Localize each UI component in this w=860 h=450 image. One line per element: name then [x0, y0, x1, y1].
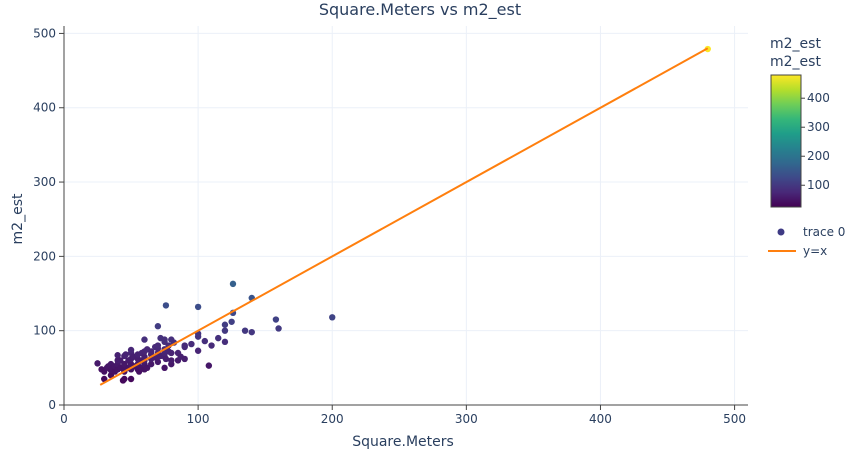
scatter-point[interactable] — [168, 357, 175, 364]
scatter-point[interactable] — [221, 321, 229, 328]
scatter-point[interactable] — [215, 334, 222, 342]
y-tick-label: 0 — [48, 398, 56, 412]
legend-marker-trace-0[interactable] — [777, 228, 785, 236]
scatter-point[interactable] — [228, 318, 235, 325]
plot-area: 0 100 200 300 400 500 0 100 200 300 400 500 — [33, 26, 748, 426]
scatter-point[interactable] — [127, 346, 135, 354]
y-axis-label: m2_est — [10, 193, 26, 244]
y-tick-label: 200 — [33, 249, 56, 263]
scatter-point[interactable] — [329, 314, 336, 321]
scatter-point[interactable] — [168, 349, 175, 357]
scatter-point[interactable] — [194, 347, 202, 354]
scatter-point[interactable] — [241, 327, 249, 334]
x-axis-label: Square.Meters — [352, 434, 454, 450]
legend-label-trace-0[interactable]: trace 0 — [803, 225, 845, 239]
x-tick-label: 500 — [723, 412, 746, 426]
scatter-point[interactable] — [127, 375, 135, 383]
scatter-point[interactable] — [188, 340, 195, 348]
scatter-point[interactable] — [107, 372, 115, 379]
scatter-point[interactable] — [94, 360, 101, 367]
colorbar-title-line2: m2_est — [770, 54, 821, 70]
scatter-point[interactable] — [162, 355, 170, 363]
scatter-point[interactable] — [181, 355, 188, 363]
scatter-point[interactable] — [141, 353, 148, 360]
scatter-point[interactable] — [117, 357, 124, 364]
x-tick-label: 100 — [187, 412, 210, 426]
legend: trace 0 y=x — [768, 225, 845, 258]
colorbar-tick-label: 300 — [807, 120, 830, 134]
colorbar-gradient — [770, 74, 802, 208]
scatter-point[interactable] — [205, 362, 213, 369]
y-tick-label: 100 — [33, 324, 56, 338]
scatter-point[interactable] — [272, 316, 280, 323]
scatter-point[interactable] — [161, 336, 168, 343]
scatter-point[interactable] — [161, 364, 168, 372]
scatter-point[interactable] — [229, 280, 237, 288]
scatter-point[interactable] — [221, 327, 229, 334]
y-tick-label: 400 — [33, 101, 56, 115]
scatter-point[interactable] — [143, 364, 151, 372]
scatter-point[interactable] — [181, 342, 188, 349]
scatter-point[interactable] — [221, 338, 229, 346]
scatter-point[interactable] — [141, 336, 148, 343]
colorbar-tick-label: 200 — [807, 149, 830, 163]
x-tick-label: 400 — [589, 412, 612, 426]
scatter-point[interactable] — [154, 342, 162, 349]
x-tick-label: 300 — [455, 412, 478, 426]
y-tick-label: 300 — [33, 175, 56, 189]
colorbar-tick-label: 400 — [807, 91, 830, 105]
scatter-point[interactable] — [162, 302, 170, 309]
legend-label-y-eq-x[interactable]: y=x — [803, 244, 827, 258]
chart-title: Square.Meters vs m2_est — [319, 0, 521, 20]
scatter-point[interactable] — [194, 303, 202, 311]
scatter-point[interactable] — [147, 348, 155, 355]
scatter-point[interactable] — [248, 328, 255, 336]
scatter-point[interactable] — [122, 351, 129, 358]
scatter-point[interactable] — [121, 375, 128, 383]
scatter-point[interactable] — [101, 375, 108, 383]
scatter-point[interactable] — [121, 360, 128, 368]
y-tick-label: 500 — [33, 26, 56, 40]
colorbar-tick-label: 100 — [807, 178, 830, 192]
x-tick-label: 200 — [321, 412, 344, 426]
colorbar: m2_est m2_est 100 200 300 400 — [770, 36, 830, 208]
scatter-point[interactable] — [147, 360, 155, 368]
colorbar-title-line1: m2_est — [770, 36, 821, 52]
x-tick-label: 0 — [60, 412, 68, 426]
scatter-point[interactable] — [208, 342, 215, 349]
scatter-point[interactable] — [201, 337, 209, 345]
scatter-point[interactable] — [275, 325, 282, 332]
scatter-point[interactable] — [154, 323, 162, 330]
scatter-point[interactable] — [154, 358, 162, 366]
scatter-point[interactable] — [114, 352, 121, 359]
identity-line[interactable] — [99, 47, 709, 386]
